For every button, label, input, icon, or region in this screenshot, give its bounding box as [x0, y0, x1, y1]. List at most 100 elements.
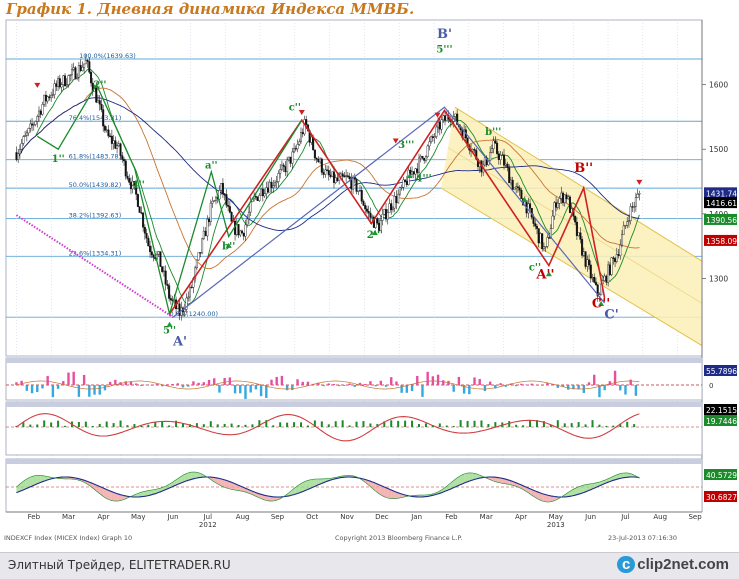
candle-body [200, 252, 202, 253]
panel2-bar [564, 423, 566, 427]
candle-body [33, 124, 35, 125]
panel3-area [105, 489, 107, 499]
candle-body [626, 222, 628, 226]
candle-body [266, 188, 268, 194]
x-month-label: Sep [271, 513, 285, 521]
candle-body [495, 141, 497, 143]
histogram-bar [109, 382, 111, 385]
candle-body [387, 212, 389, 219]
x-month-label: Dec [375, 513, 389, 521]
histogram-bar [603, 385, 605, 390]
candle-body [191, 287, 193, 288]
candle-body [248, 212, 250, 219]
candle-body [76, 77, 78, 78]
histogram-bar [177, 383, 179, 385]
candle-body [260, 189, 262, 195]
candle-body [534, 224, 536, 227]
price-value-label: 1390.56 [706, 216, 737, 225]
panel2-bar [487, 424, 489, 427]
candle-body [160, 252, 162, 267]
histogram-bar [343, 385, 345, 386]
histogram-bar [619, 385, 621, 390]
histogram-bar [197, 383, 199, 385]
histogram-bar [385, 385, 387, 387]
candle-body [580, 233, 582, 240]
source-copyright: Copyright 2013 Bloomberg Finance L.P. [335, 534, 462, 542]
candle-body [80, 65, 82, 71]
histogram-bar [291, 385, 293, 390]
x-month-label: Jun [167, 513, 179, 521]
candle-body [614, 259, 616, 262]
candle-body [125, 161, 127, 176]
panel2-bar [626, 422, 628, 427]
histogram-bar [286, 385, 288, 390]
candle-body [441, 120, 443, 129]
histogram-bar [239, 385, 241, 393]
histogram-bar [322, 385, 324, 386]
histogram-bar [338, 385, 340, 386]
histogram-bar [213, 378, 215, 385]
panel3-area [192, 472, 194, 479]
candle-body [630, 207, 632, 221]
candle-body [61, 85, 63, 87]
candle-body [293, 148, 295, 151]
candle-body [170, 298, 172, 300]
candle-body [442, 116, 444, 120]
panel2-bar [356, 422, 358, 427]
histogram-bar [249, 385, 251, 393]
x-month-label: May [131, 513, 145, 521]
candle-body [541, 234, 543, 249]
candle-body [43, 95, 45, 104]
panel2-bar [286, 423, 288, 427]
histogram-bar [270, 380, 272, 385]
candle-body [515, 187, 517, 188]
candle-body [430, 137, 432, 142]
panel3-area [388, 489, 390, 499]
candle-body [36, 116, 38, 121]
candle-body [370, 213, 372, 217]
candle-body [543, 246, 545, 248]
candle-body [278, 173, 280, 181]
histogram-bar [255, 385, 257, 389]
candle-body [592, 277, 594, 278]
wave-label: B'' [574, 161, 593, 176]
histogram-bar [525, 384, 527, 385]
histogram-bar [26, 385, 28, 391]
fib-label: 38.2%(1392.63) [69, 212, 122, 220]
histogram-bar [364, 384, 366, 385]
candle-body [316, 158, 318, 159]
candle-body [47, 97, 49, 101]
histogram-bar [296, 379, 298, 385]
candle-body [540, 234, 542, 243]
candle-body [184, 309, 186, 311]
candle-body [328, 170, 330, 175]
histogram-bar [192, 381, 194, 385]
candle-body [560, 193, 562, 198]
histogram-bar [135, 383, 137, 385]
histogram-bar [93, 385, 95, 395]
histogram-bar [629, 380, 631, 385]
candle-body [321, 159, 323, 172]
y-tick-label: 1300 [709, 274, 728, 283]
histogram-bar [390, 377, 392, 385]
histogram-bar [203, 382, 205, 385]
candle-body [333, 172, 335, 183]
histogram-bar [520, 384, 522, 385]
candle-body [285, 167, 287, 172]
panel2-bar [446, 426, 448, 427]
candle-body [231, 212, 233, 221]
candle-body [142, 213, 144, 227]
right-value-labels: 1431.741416.611390.561358.0955.789622.15… [704, 187, 737, 502]
candle-body [151, 252, 153, 255]
candle-body [349, 177, 351, 179]
candle-body [359, 190, 361, 191]
candle-body [137, 194, 139, 206]
candle-body [590, 265, 592, 278]
wave-label: 4'' [132, 180, 145, 191]
panel3-area [110, 491, 112, 501]
panel2-bar [224, 424, 226, 427]
wave-label: b'' [222, 241, 235, 252]
candle-body [429, 142, 431, 146]
panel2-bar [453, 426, 455, 427]
